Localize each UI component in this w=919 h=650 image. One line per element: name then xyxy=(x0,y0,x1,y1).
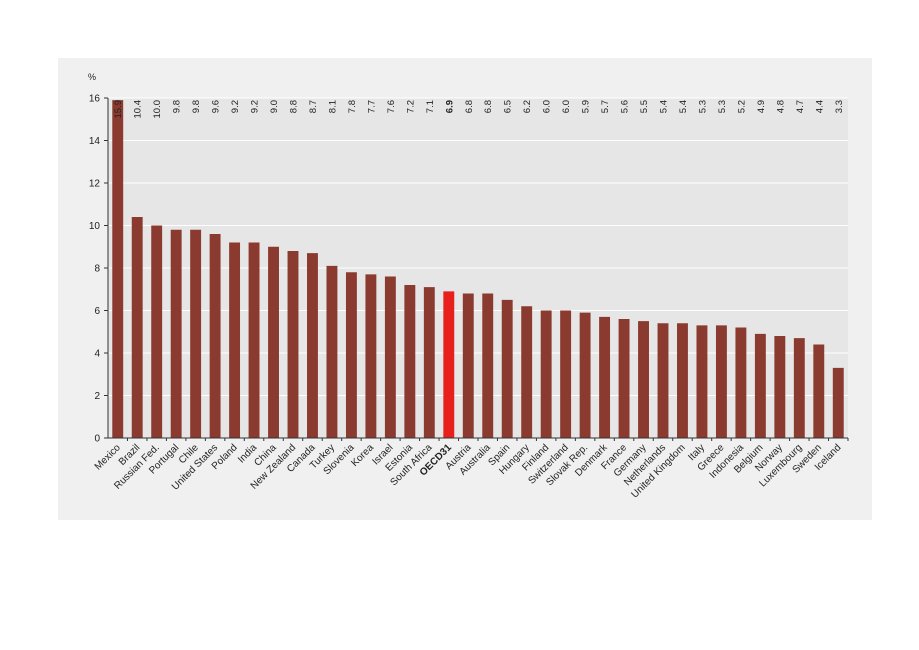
data-label: 6.0 xyxy=(542,100,553,113)
bar-greece xyxy=(715,325,727,438)
bar-hungary xyxy=(521,306,533,438)
bar-united-kingdom xyxy=(677,323,688,438)
bar-poland xyxy=(229,242,241,438)
data-label: 5.7 xyxy=(600,100,611,113)
y-tick-label: 16 xyxy=(89,94,101,105)
data-label: 4.9 xyxy=(756,100,767,113)
data-label: 10.4 xyxy=(133,100,144,119)
y-tick-label: 10 xyxy=(89,221,101,232)
bar-united-states xyxy=(209,234,221,438)
bar-slovenia xyxy=(345,272,357,438)
bar-russian-fed- xyxy=(151,225,163,438)
data-label: 6.0 xyxy=(561,100,572,113)
bar-turkey xyxy=(326,265,338,438)
data-labels: 15.9 10.4 10.0 9.8 9.8 9.6 9.2 9.2 9.0 8.8 8.7 8.1 7… xyxy=(113,100,845,119)
data-label: 6.8 xyxy=(464,100,475,113)
data-label: 9.2 xyxy=(250,100,261,113)
data-label: 6.5 xyxy=(503,100,514,113)
data-label: 5.4 xyxy=(659,100,670,113)
data-label: 8.7 xyxy=(308,100,319,113)
bar-chart: 15.9 10.4 10.0 9.8 9.8 9.6 9.2 9.2 9.0 8.8 8.7 8.1 7… xyxy=(88,72,849,500)
bar-italy xyxy=(696,325,708,438)
bar-oecd31 xyxy=(443,291,455,438)
data-label: 6.9 xyxy=(444,100,455,113)
bar-sweden xyxy=(813,344,825,438)
bar-new-zealand xyxy=(287,251,299,438)
bar-luxembourg xyxy=(793,338,805,438)
bars xyxy=(112,100,844,438)
data-label: 7.2 xyxy=(405,100,416,113)
data-label: 7.6 xyxy=(386,100,397,113)
bar-estonia xyxy=(404,285,416,438)
data-label: 5.6 xyxy=(620,100,631,113)
data-label: 9.6 xyxy=(211,100,222,113)
bar-indonesia xyxy=(735,327,747,438)
data-label: 9.8 xyxy=(172,100,183,113)
data-label: 8.8 xyxy=(289,100,300,113)
bar-spain xyxy=(501,299,513,438)
data-label: 6.8 xyxy=(483,100,494,113)
data-label: 7.7 xyxy=(366,100,377,113)
data-label: 5.4 xyxy=(678,100,689,113)
data-label: 7.1 xyxy=(425,100,436,113)
data-label: 4.8 xyxy=(775,100,786,113)
bar-mexico xyxy=(112,100,124,438)
bar-iceland xyxy=(832,367,844,438)
data-label: 5.9 xyxy=(581,100,592,113)
y-tick-label: 6 xyxy=(94,306,100,317)
bar-netherlands xyxy=(657,323,669,438)
data-label: 6.2 xyxy=(522,100,533,113)
data-label: 9.8 xyxy=(191,100,202,113)
y-axis: 0 2 4 6 8 10 12 14 16 xyxy=(89,94,848,445)
y-tick-label: 0 xyxy=(94,434,100,445)
bar-france xyxy=(618,319,630,438)
bar-korea xyxy=(365,274,377,438)
chart-panel: 15.9 10.4 10.0 9.8 9.8 9.6 9.2 9.2 9.0 8.8 8.7 8.1 7… xyxy=(58,58,872,520)
data-label: 5.2 xyxy=(736,100,747,113)
y-tick-label: 2 xyxy=(94,391,100,402)
bar-finland xyxy=(540,310,552,438)
bar-india xyxy=(248,242,260,438)
bar-chile xyxy=(190,229,202,438)
bar-switzerland xyxy=(560,310,572,438)
bar-belgium xyxy=(754,333,766,438)
data-label: 5.3 xyxy=(697,100,708,113)
y-tick-label: 14 xyxy=(89,136,101,147)
data-label: 10.0 xyxy=(152,100,163,119)
data-label: 4.7 xyxy=(795,100,806,113)
data-label: 9.0 xyxy=(269,100,280,113)
x-tick-label: Korea xyxy=(349,442,376,469)
data-label: 5.3 xyxy=(717,100,728,113)
y-tick-label: 4 xyxy=(94,349,100,360)
y-tick-label: 8 xyxy=(94,264,100,275)
bar-austria xyxy=(462,293,474,438)
bar-canada xyxy=(307,253,318,438)
bar-brazil xyxy=(131,217,143,438)
data-label: 8.1 xyxy=(327,100,338,113)
y-tick-label: 12 xyxy=(89,179,101,190)
bar-denmark xyxy=(599,316,611,438)
data-label: 9.2 xyxy=(230,100,241,113)
bar-israel xyxy=(384,276,396,438)
data-label: 15.9 xyxy=(113,100,124,119)
bar-china xyxy=(268,246,279,438)
data-label: 5.5 xyxy=(639,100,650,113)
bar-slovak-rep- xyxy=(579,312,591,438)
bar-norway xyxy=(774,336,786,438)
y-axis-label: % xyxy=(88,72,96,82)
data-label: 7.8 xyxy=(347,100,358,113)
data-label: 3.3 xyxy=(834,100,845,113)
bar-portugal xyxy=(170,229,182,438)
bar-germany xyxy=(638,321,649,438)
data-label: 4.4 xyxy=(814,100,825,113)
bar-australia xyxy=(482,293,494,438)
bar-south-africa xyxy=(423,287,435,438)
